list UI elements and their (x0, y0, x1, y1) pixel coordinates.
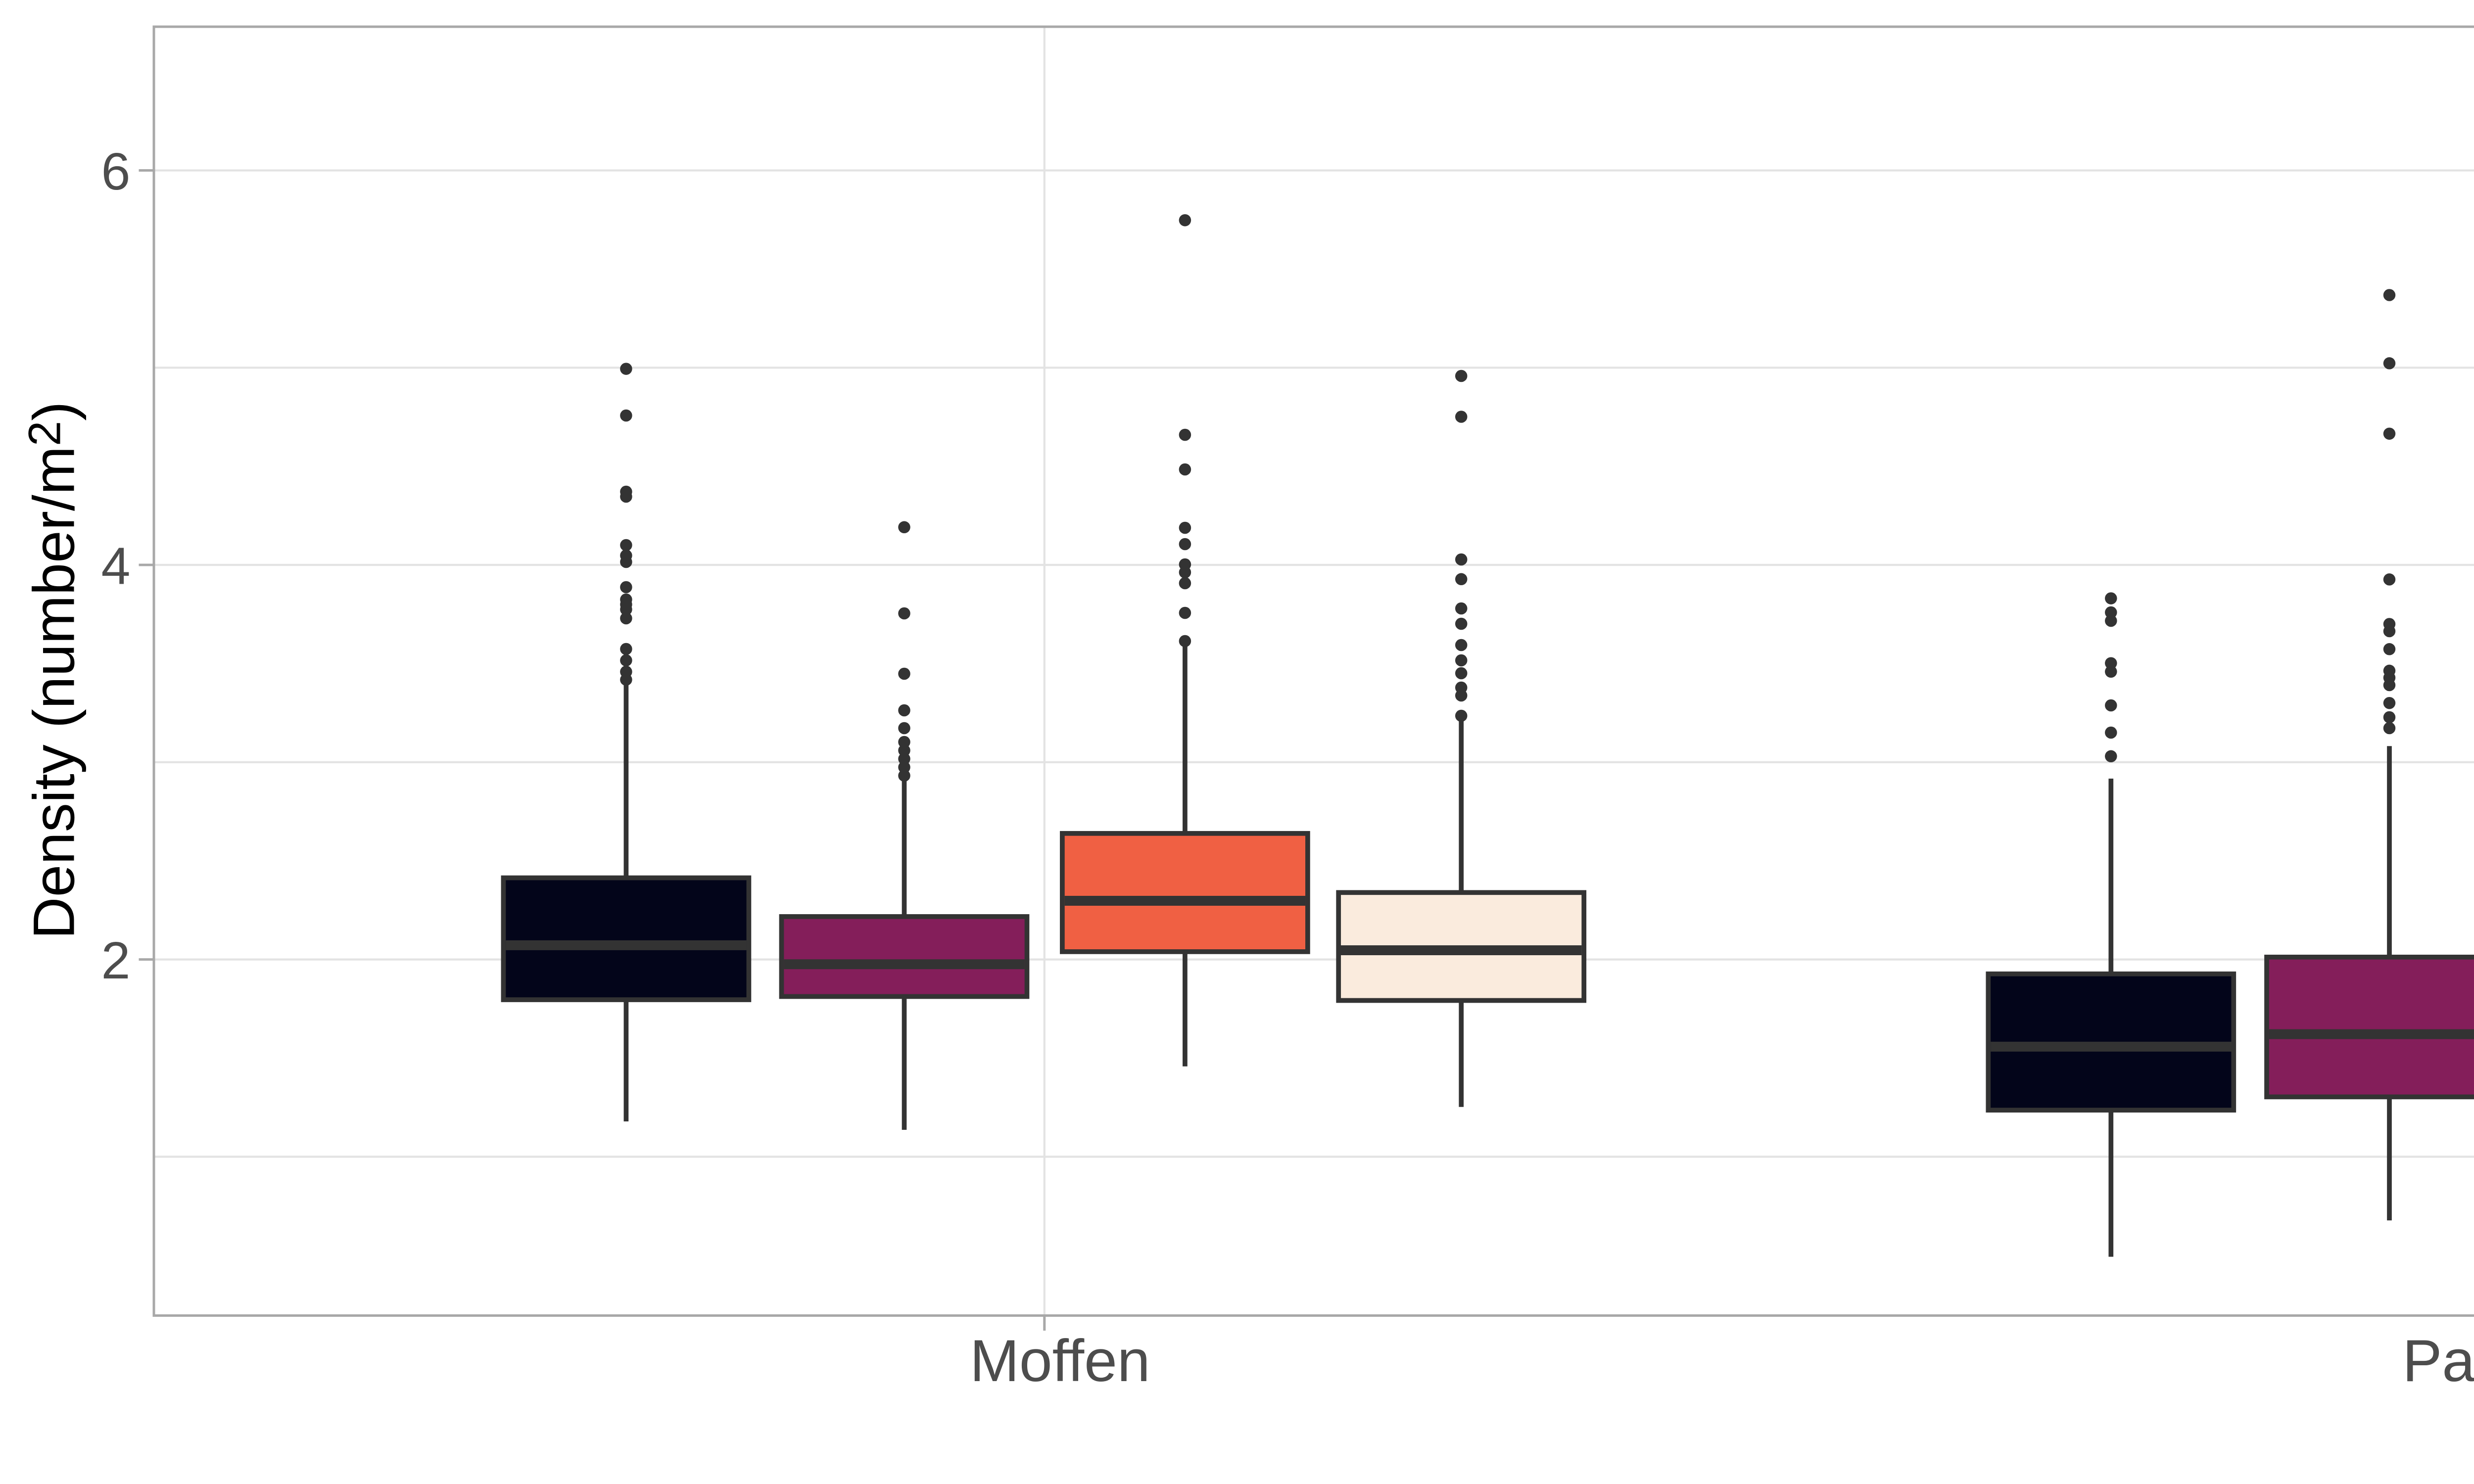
svg-text:6: 6 (101, 142, 131, 201)
svg-text:Density (number/m2): Density (number/m2) (19, 401, 87, 939)
svg-text:2: 2 (101, 931, 131, 990)
svg-text:Parryflaket: Parryflaket (2402, 1328, 2474, 1394)
svg-text:Moffen: Moffen (970, 1328, 1150, 1394)
svg-text:4: 4 (101, 537, 131, 596)
